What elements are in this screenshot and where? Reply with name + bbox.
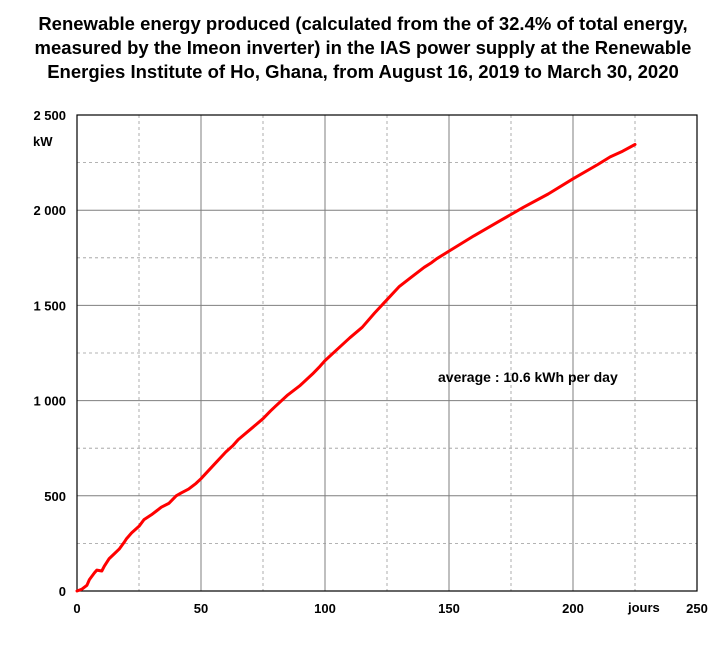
x-tick-label: 150	[438, 601, 460, 616]
chart-title-line-1: Renewable energy produced (calculated fr…	[38, 13, 688, 34]
y-tick-label: 2 500	[33, 108, 66, 123]
plot-frame	[76, 114, 698, 592]
axis-ticks: 0 50 100 150 200 250 0 500 1 000 1 500 2 000 2 500	[33, 108, 707, 616]
energy-series-line	[75, 143, 637, 593]
x-tick-label: 0	[73, 601, 80, 616]
y-tick-label: 2 000	[33, 203, 66, 218]
y-tick-label: 0	[59, 584, 66, 599]
chart-title-line-2: measured by the Imeon inverter) in the I…	[34, 37, 692, 58]
x-tick-label: 100	[314, 601, 336, 616]
y-tick-label: 1 500	[33, 298, 66, 313]
y-tick-label: 1 000	[33, 394, 66, 409]
average-annotation: average : 10.6 kWh per day	[438, 369, 618, 385]
x-tick-label: 50	[194, 601, 208, 616]
y-tick-label: 500	[44, 489, 66, 504]
x-axis-label: jours	[627, 600, 660, 615]
grid	[77, 115, 697, 591]
series-layer	[75, 143, 637, 593]
x-tick-label: 250	[686, 601, 708, 616]
x-tick-label: 200	[562, 601, 584, 616]
chart-title-line-3: Energies Institute of Ho, Ghana, from Au…	[47, 61, 679, 82]
y-axis-label: kW	[33, 134, 53, 149]
